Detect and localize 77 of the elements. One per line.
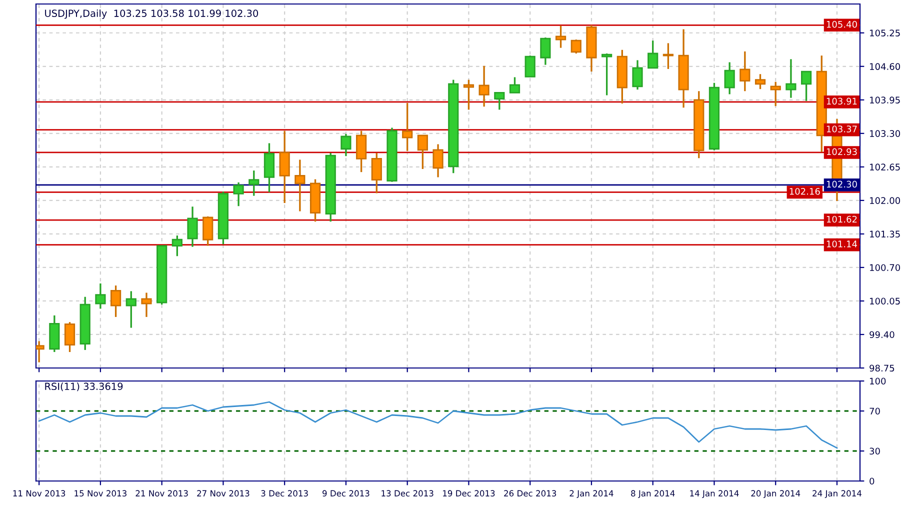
candlestick [648, 40, 658, 69]
ref-line-label: 103.37 [826, 126, 857, 132]
candlestick [356, 130, 367, 173]
y-tick-label: 99.40 [870, 331, 894, 338]
candlestick [340, 133, 352, 157]
y-tick-label: 103.95 [870, 96, 900, 104]
x-tick-label: 13 Dec 2013 [382, 490, 434, 496]
candlestick [555, 24, 566, 49]
y-tick-label: 105.25 [870, 30, 900, 36]
y-tick-label: 98.75 [870, 364, 894, 372]
candlestick [371, 152, 382, 194]
candlestick [463, 78, 474, 111]
candlestick [662, 42, 674, 70]
candlestick [432, 143, 444, 178]
candlestick [187, 206, 198, 248]
x-tick-label: 3 Dec 2013 [261, 490, 308, 496]
candlestick [141, 292, 152, 318]
x-tick-label: 27 Nov 2013 [197, 490, 250, 496]
ref-line-label: 103.91 [826, 98, 857, 105]
ref-line-label: 102.30 [826, 180, 857, 188]
candlestick [724, 61, 735, 96]
candlestick [524, 54, 536, 78]
candlestick [754, 73, 766, 90]
candlestick [172, 234, 182, 257]
candlestick [279, 130, 290, 204]
candlestick [233, 182, 244, 207]
y-tick-label: 103.30 [870, 130, 900, 137]
candlestick [126, 290, 136, 329]
ref-line-label: 105.40 [826, 20, 857, 28]
candlestick [417, 134, 428, 170]
y-tick-label: 100 [870, 378, 886, 385]
ref-line-label: 101.62 [826, 216, 857, 223]
ref-line-label: 102.16 [790, 188, 820, 195]
candlestick [540, 36, 551, 66]
y-tick-label: 100.05 [870, 298, 900, 305]
ref-line-label: 101.14 [826, 240, 858, 248]
y-tick-label: 102.65 [870, 164, 900, 170]
y-tick-label: 101.35 [870, 230, 900, 238]
candlestick [95, 282, 106, 310]
x-tick-label: 20 Jan 2014 [751, 490, 800, 498]
line-series [38, 401, 838, 449]
x-tick-label: 2 Jan 2014 [570, 490, 614, 498]
x-tick-label: 15 Nov 2013 [74, 490, 126, 496]
candlestick [64, 321, 76, 353]
candlestick [770, 81, 781, 107]
candlestick [202, 216, 214, 247]
text: USDJPY,Daily 103.25 103.58 101.99 102.30 [45, 9, 258, 19]
candlestick [509, 76, 520, 94]
y-tick-label: 70 [870, 408, 880, 415]
x-tick-label: 9 Dec 2013 [322, 490, 370, 496]
x-tick-label: 21 Nov 2013 [136, 490, 188, 496]
candlestick [248, 170, 260, 197]
candlestick [110, 284, 122, 318]
x-tick-label: 14 Jan 2014 [690, 490, 739, 498]
candlestick [800, 70, 812, 102]
x-tick-label: 8 Jan 2014 [631, 490, 675, 498]
y-tick-label: 104.60 [870, 63, 900, 70]
candlestick [740, 50, 750, 92]
candlestick [402, 102, 413, 152]
y-tick-label: 102.00 [870, 197, 900, 204]
x-tick-label: 24 Jan 2014 [812, 490, 862, 498]
candlestick [786, 58, 796, 99]
candlestick [632, 59, 643, 90]
x-tick-label: 19 Dec 2013 [443, 490, 495, 496]
candlestick [602, 52, 612, 96]
candlestick [478, 65, 490, 108]
x-tick-label: 26 Dec 2013 [504, 490, 556, 496]
x-tick-label: 11 Nov 2013 [13, 490, 66, 496]
y-tick-label: 100.70 [870, 264, 900, 272]
ref-line-label: 102.93 [826, 148, 857, 156]
candlestick [494, 92, 505, 111]
candlestick [294, 158, 306, 212]
candlestick [264, 142, 275, 194]
chart-title: RSI(11) 33.3619 [45, 382, 123, 392]
y-tick-label: 0 [870, 478, 874, 485]
candlestick [570, 38, 582, 54]
y-tick-label: 30 [870, 448, 880, 455]
